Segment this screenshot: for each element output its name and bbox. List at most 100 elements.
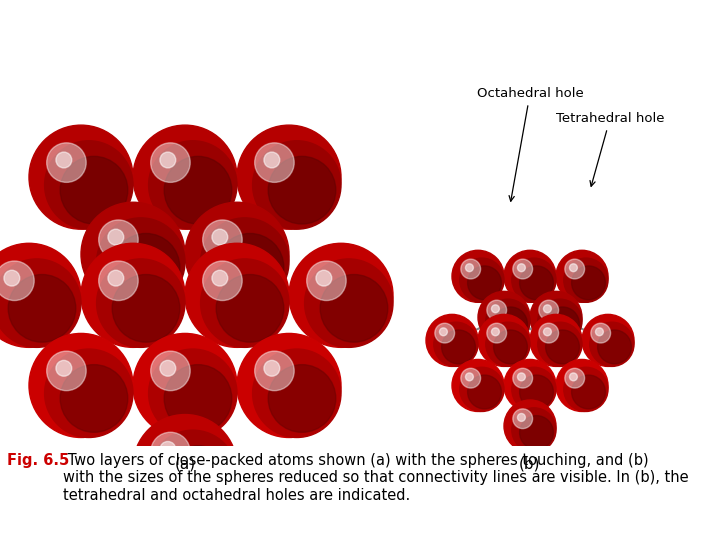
Circle shape	[216, 274, 284, 342]
Circle shape	[185, 202, 289, 306]
Circle shape	[512, 408, 556, 452]
Circle shape	[572, 266, 606, 300]
Text: (a): (a)	[174, 456, 196, 471]
Circle shape	[164, 446, 232, 514]
Circle shape	[452, 360, 504, 411]
Circle shape	[237, 333, 341, 437]
Circle shape	[530, 292, 582, 343]
Circle shape	[148, 141, 237, 229]
Circle shape	[467, 375, 501, 409]
Circle shape	[268, 157, 336, 224]
Circle shape	[60, 157, 128, 224]
Circle shape	[133, 333, 237, 437]
Circle shape	[565, 259, 585, 279]
Circle shape	[112, 274, 180, 342]
Circle shape	[598, 330, 631, 364]
Circle shape	[237, 125, 341, 229]
Circle shape	[465, 264, 473, 272]
Circle shape	[305, 259, 393, 347]
Circle shape	[56, 360, 72, 376]
Circle shape	[185, 244, 289, 347]
Circle shape	[133, 415, 237, 518]
Circle shape	[160, 152, 176, 168]
Circle shape	[544, 328, 552, 336]
Circle shape	[108, 229, 124, 245]
Circle shape	[520, 266, 554, 300]
Circle shape	[494, 307, 527, 341]
Circle shape	[494, 330, 527, 364]
Circle shape	[467, 266, 501, 300]
Circle shape	[513, 409, 533, 429]
Circle shape	[570, 264, 577, 272]
Circle shape	[539, 323, 559, 343]
Circle shape	[544, 305, 552, 313]
Circle shape	[60, 364, 128, 433]
Circle shape	[595, 328, 603, 336]
Circle shape	[212, 229, 228, 245]
Circle shape	[504, 400, 556, 452]
Circle shape	[433, 322, 478, 367]
Circle shape	[512, 258, 556, 302]
Circle shape	[47, 351, 86, 390]
Circle shape	[203, 261, 242, 301]
Circle shape	[570, 373, 577, 381]
Circle shape	[518, 414, 526, 421]
Circle shape	[441, 330, 475, 364]
Circle shape	[201, 218, 289, 306]
Circle shape	[591, 323, 611, 343]
Circle shape	[253, 349, 341, 437]
Circle shape	[486, 299, 530, 343]
Circle shape	[564, 258, 608, 302]
Circle shape	[164, 364, 232, 433]
Circle shape	[255, 351, 294, 390]
Circle shape	[253, 141, 341, 229]
Circle shape	[539, 300, 559, 320]
Circle shape	[520, 416, 554, 449]
Circle shape	[487, 323, 507, 343]
Circle shape	[0, 259, 81, 347]
Circle shape	[264, 360, 280, 376]
Circle shape	[201, 259, 289, 347]
Circle shape	[29, 333, 133, 437]
Circle shape	[45, 349, 133, 437]
Circle shape	[513, 259, 533, 279]
Circle shape	[564, 367, 608, 411]
Circle shape	[4, 270, 19, 286]
Circle shape	[572, 375, 606, 409]
Circle shape	[164, 157, 232, 224]
Text: Interstitial holes: hexagonal and cubic close-packing: Interstitial holes: hexagonal and cubic …	[9, 15, 712, 39]
Circle shape	[99, 261, 138, 301]
Text: (b): (b)	[519, 456, 541, 471]
Circle shape	[203, 220, 242, 260]
Circle shape	[148, 430, 237, 518]
Circle shape	[492, 305, 500, 313]
Circle shape	[504, 360, 556, 411]
Circle shape	[150, 432, 190, 472]
Circle shape	[216, 233, 284, 301]
Circle shape	[8, 274, 76, 342]
Circle shape	[512, 367, 556, 411]
Circle shape	[452, 250, 504, 302]
Circle shape	[150, 143, 190, 183]
Circle shape	[108, 270, 124, 286]
Circle shape	[160, 442, 176, 457]
Circle shape	[518, 264, 526, 272]
Text: Tetrahedral hole: Tetrahedral hole	[556, 112, 665, 186]
Circle shape	[582, 314, 634, 367]
Text: Octahedral hole: Octahedral hole	[477, 87, 583, 201]
Circle shape	[478, 314, 530, 367]
Circle shape	[150, 351, 190, 390]
Circle shape	[47, 143, 86, 183]
Circle shape	[45, 141, 133, 229]
Circle shape	[148, 349, 237, 437]
Circle shape	[255, 143, 294, 183]
Circle shape	[212, 270, 228, 286]
Circle shape	[435, 323, 454, 343]
Circle shape	[492, 328, 500, 336]
Circle shape	[590, 322, 634, 367]
Circle shape	[520, 375, 554, 409]
Text: Fig. 6.5: Fig. 6.5	[7, 453, 69, 468]
Circle shape	[530, 314, 582, 367]
Circle shape	[99, 220, 138, 260]
Circle shape	[81, 202, 185, 306]
